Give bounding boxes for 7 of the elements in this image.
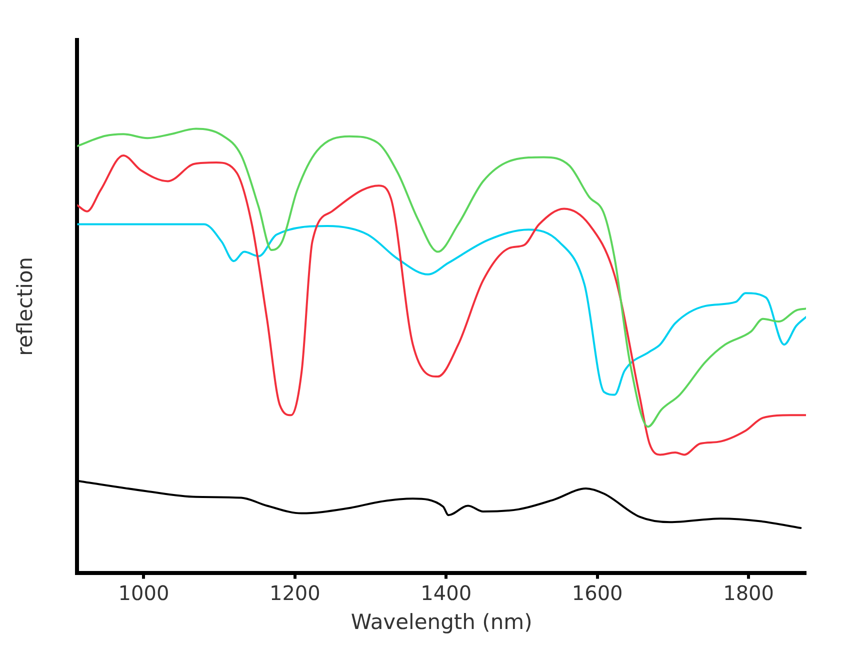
x-tick-label: 1800 [723,581,774,606]
x-axis-title: Wavelength (nm) [350,610,532,634]
x-tick-label: 1000 [118,581,170,606]
x-tick-label: 1400 [420,581,472,606]
x-tick-label: 1600 [572,581,623,606]
y-axis-title: reflection [13,256,38,356]
x-tick-label: 1200 [269,581,320,606]
